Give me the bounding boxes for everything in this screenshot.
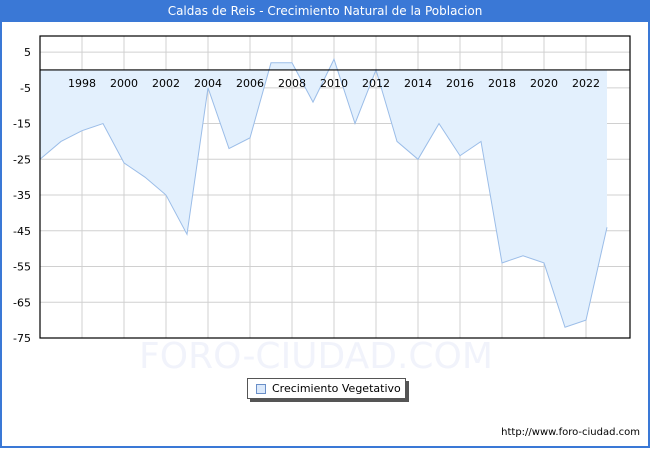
x-tick-label: 2018 [488, 77, 516, 90]
data-area [39, 57, 608, 328]
x-tick-label: 2006 [236, 77, 264, 90]
y-tick-label: -75 [13, 332, 31, 345]
x-tick-label: 2012 [362, 77, 390, 90]
y-axis-labels: 5 -5 -15 -25 -35 -45 -55 -65 -75 [13, 46, 31, 345]
y-tick-label: -35 [13, 189, 31, 202]
x-tick-label: 1998 [68, 77, 96, 90]
plot-border [39, 35, 631, 339]
x-tick-label: 2020 [530, 77, 558, 90]
series-line [39, 57, 608, 328]
x-tick-label: 2014 [404, 77, 432, 90]
y-tick-label: -45 [13, 225, 31, 238]
y-tick-label: 5 [24, 46, 31, 59]
y-tick-label: -55 [13, 261, 31, 274]
plot-area-border [39, 35, 631, 339]
chart-title: Caldas de Reis - Crecimiento Natural de … [0, 0, 650, 22]
watermark: FORO-CIUDAD.COM [139, 336, 493, 377]
x-tick-label: 2000 [110, 77, 138, 90]
y-tick-label: -25 [13, 153, 31, 166]
y-tick-label: -65 [13, 296, 31, 309]
x-tick-label: 2022 [572, 77, 600, 90]
x-tick-label: 2002 [152, 77, 180, 90]
x-axis-labels: 1998 2000 2002 2004 2006 2008 2010 2012 2014 2016… [68, 77, 600, 90]
x-tick-label: 2004 [194, 77, 222, 90]
source-url[interactable]: http://www.foro-ciudad.com [501, 427, 640, 438]
legend-label: Crecimiento Vegetativo [272, 382, 401, 395]
x-tick-label: 2016 [446, 77, 474, 90]
y-tick-label: -15 [13, 118, 31, 131]
y-tick-label: -5 [20, 82, 31, 95]
x-tick-label: 2010 [320, 77, 348, 90]
legend-swatch-icon [256, 384, 266, 394]
x-tick-label: 2008 [278, 77, 306, 90]
legend: Crecimiento Vegetativo [247, 378, 406, 399]
area-fill [40, 59, 607, 328]
